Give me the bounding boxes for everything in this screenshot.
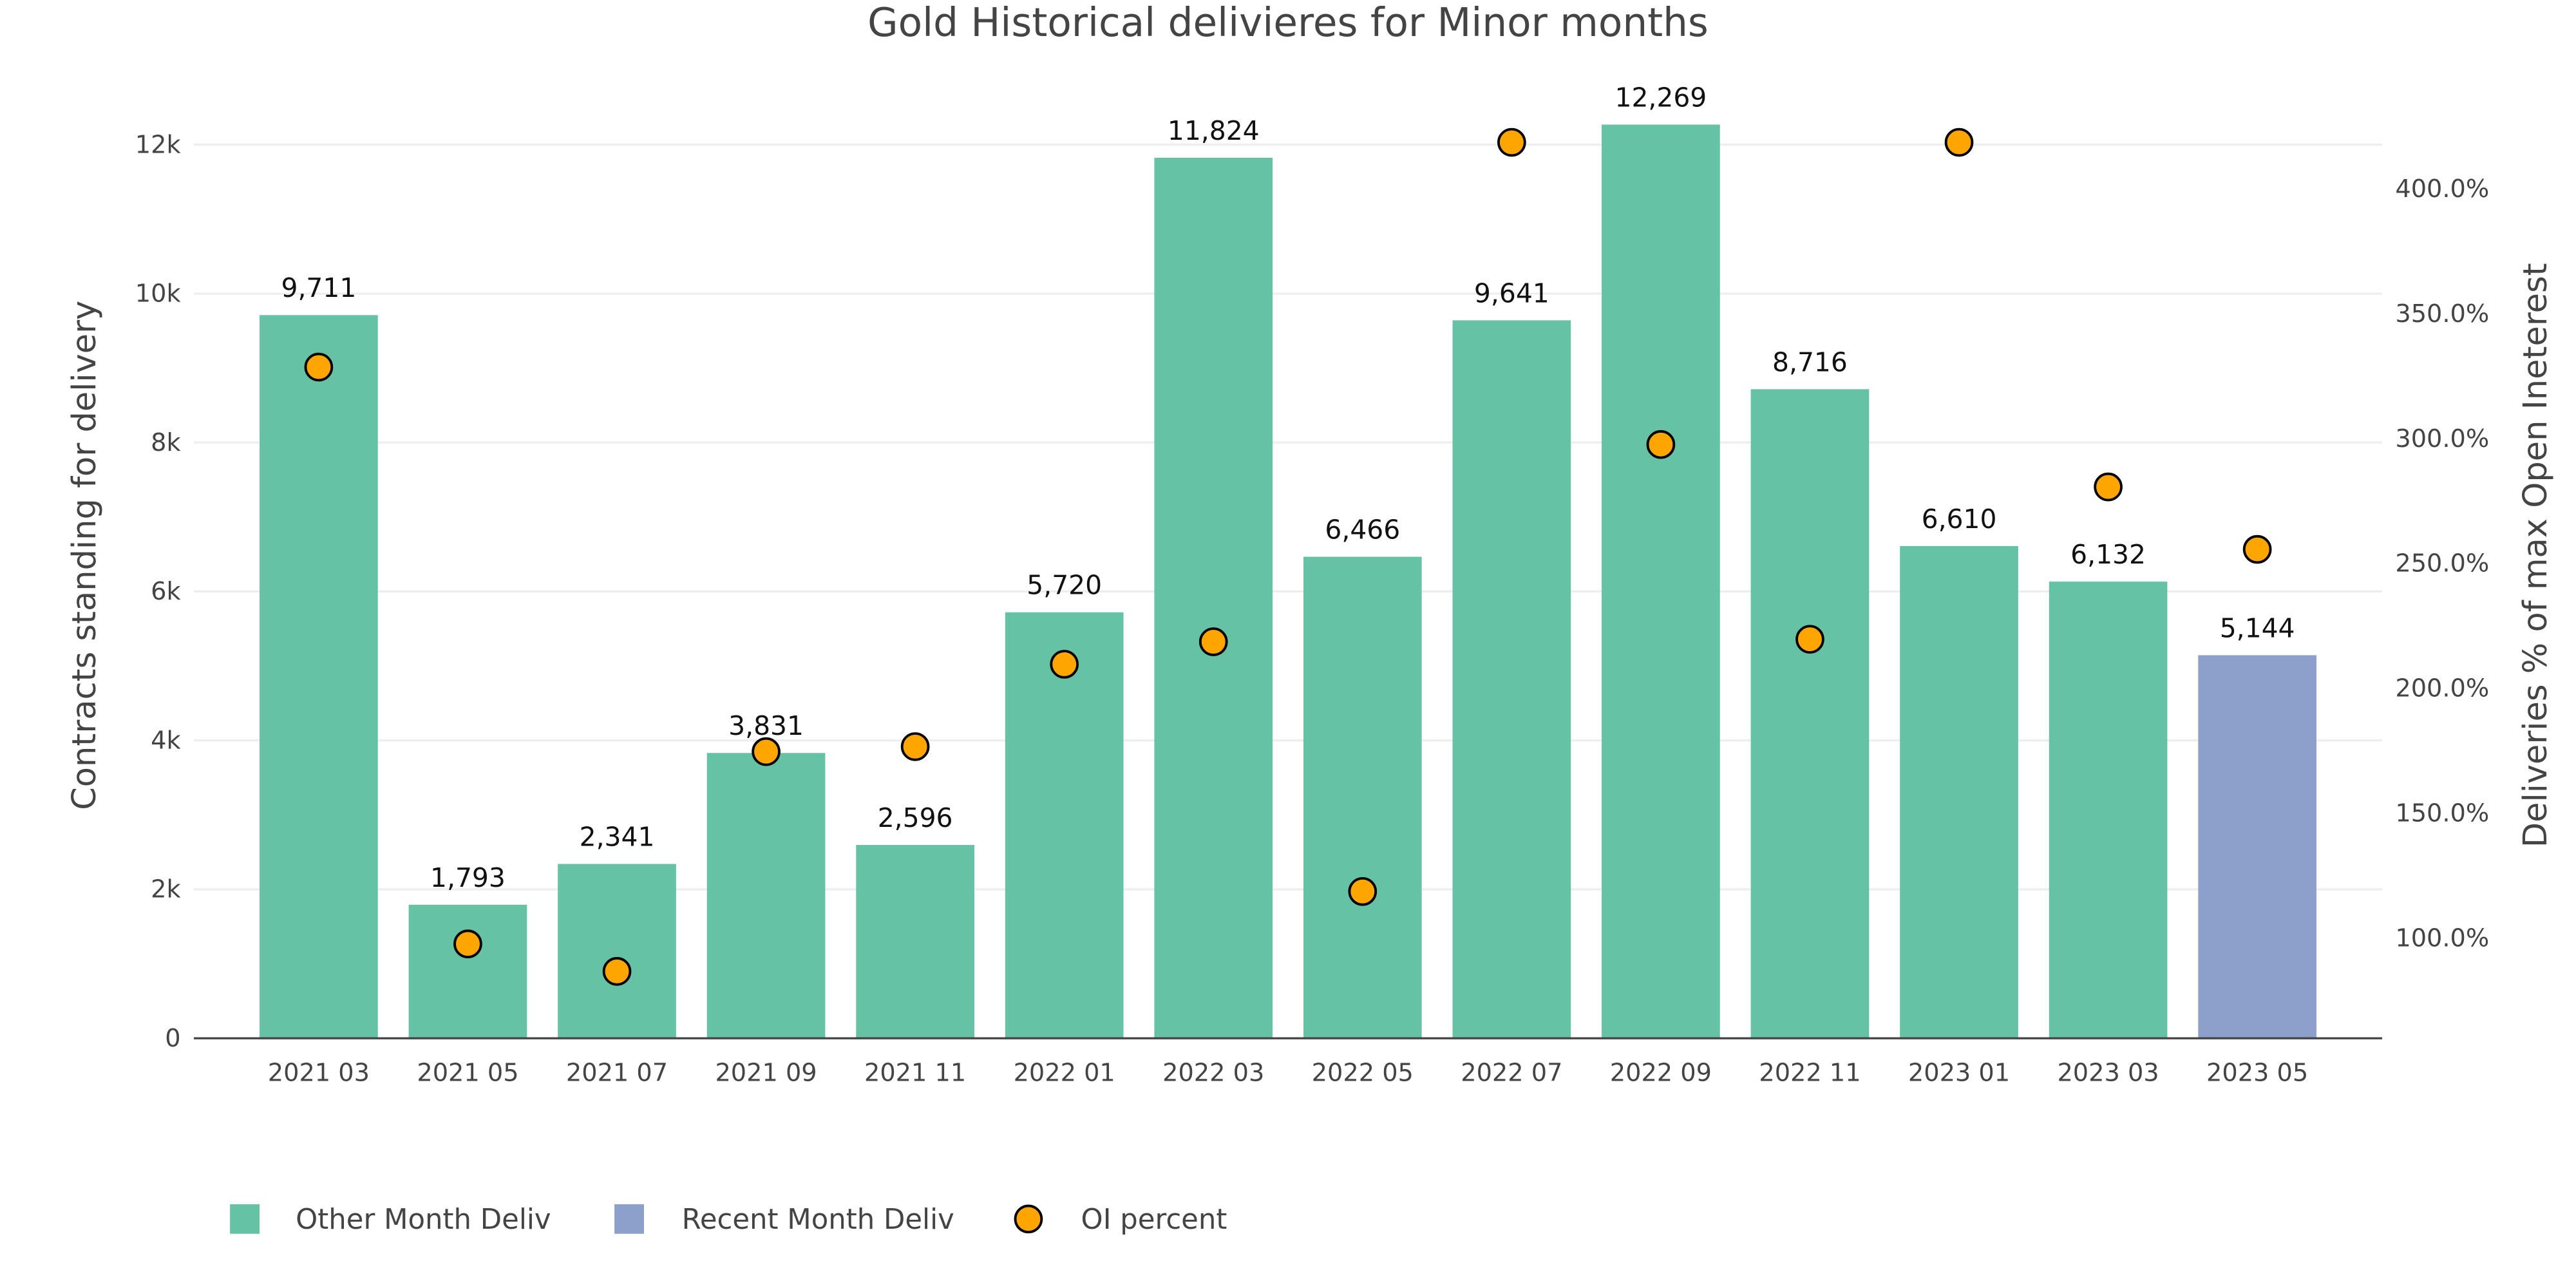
- bar-other-month-deliv[interactable]: [1602, 124, 1720, 1039]
- oi-percent-point[interactable]: [1944, 128, 1974, 157]
- y-tick-label: 4k: [151, 726, 181, 755]
- oi-percent-point[interactable]: [900, 732, 930, 761]
- bar-other-month-deliv[interactable]: [856, 845, 974, 1039]
- y-axis-ticks: 0 2k 4k 6k 8k 10k 12k: [135, 130, 182, 1053]
- chart-title: Gold Historical delivieres for Minor mon…: [867, 0, 1709, 46]
- bars: [260, 124, 2316, 1039]
- bar-value-label: 2,341: [580, 821, 655, 852]
- oi-percent-point[interactable]: [1348, 876, 1378, 906]
- bar-other-month-deliv[interactable]: [706, 753, 826, 1039]
- oi-percent-point[interactable]: [752, 737, 781, 766]
- legend-swatch-other: [230, 1204, 260, 1234]
- x-tick-label: 2022 09: [1610, 1059, 1712, 1088]
- x-axis-ticks: 2021 03 2021 05 2021 07 2021 09 2021 11 2022 …: [268, 1059, 2308, 1088]
- x-tick-label: 2021 03: [268, 1059, 370, 1088]
- x-tick-label: 2021 07: [566, 1059, 668, 1088]
- legend-label-oi: OI percent: [1081, 1204, 1227, 1236]
- oi-percent-point[interactable]: [1795, 625, 1824, 654]
- x-tick-label: 2021 09: [715, 1059, 817, 1088]
- oi-percent-point[interactable]: [602, 957, 632, 986]
- bar-value-label: 6,132: [2070, 539, 2146, 570]
- legend-label-other: Other Month Deliv: [296, 1204, 551, 1236]
- x-tick-label: 2022 03: [1162, 1059, 1264, 1088]
- bar-other-month-deliv[interactable]: [260, 315, 378, 1039]
- x-tick-label: 2023 03: [2057, 1059, 2159, 1088]
- bar-value-label: 9,641: [1474, 278, 1549, 308]
- y-tick-label: 12k: [135, 130, 182, 159]
- bar-other-month-deliv[interactable]: [1750, 389, 1870, 1039]
- y-tick-label: 8k: [151, 428, 181, 457]
- y2-axis-ticks: 100.0% 150.0% 200.0% 250.0% 300.0% 350.0% 400.…: [2395, 175, 2489, 952]
- y2-tick-label: 300.0%: [2395, 424, 2489, 453]
- y-tick-label: 10k: [135, 279, 182, 308]
- y-axis-title: Contracts standing for delivery: [66, 301, 104, 810]
- y2-axis-title: Deliveries % of max Open Ineterest: [2517, 263, 2555, 848]
- bar-value-label: 5,720: [1027, 570, 1102, 601]
- legend-label-recent: Recent Month Deliv: [682, 1204, 954, 1236]
- legend-item-recent[interactable]: Recent Month Deliv: [614, 1204, 954, 1236]
- bar-other-month-deliv[interactable]: [558, 864, 676, 1039]
- legend-swatch-recent: [614, 1204, 644, 1234]
- bar-other-month-deliv[interactable]: [1303, 556, 1422, 1039]
- oi-percent-point[interactable]: [304, 352, 334, 382]
- data-labels: 9,711 1,793 2,341 3,831 2,596 5,720 11,824 6,46…: [281, 82, 2295, 893]
- bar-other-month-deliv[interactable]: [1154, 157, 1273, 1039]
- bar-value-label: 3,831: [728, 710, 804, 741]
- oi-percent-point[interactable]: [2094, 472, 2123, 502]
- bar-value-label: 12,269: [1615, 82, 1707, 113]
- bar-value-label: 5,144: [2220, 612, 2295, 643]
- bar-value-label: 2,596: [878, 802, 953, 833]
- legend-swatch-oi: [1014, 1204, 1043, 1234]
- oi-percent-point[interactable]: [1050, 650, 1079, 679]
- bar-value-label: 8,716: [1772, 346, 1848, 377]
- bar-other-month-deliv[interactable]: [1005, 612, 1124, 1039]
- bar-value-label: 1,793: [430, 862, 506, 893]
- x-tick-label: 2023 05: [2206, 1059, 2308, 1088]
- bar-other-month-deliv[interactable]: [2049, 582, 2168, 1039]
- bar-other-month-deliv[interactable]: [408, 904, 527, 1039]
- oi-percent-point[interactable]: [2242, 535, 2272, 564]
- legend-item-other[interactable]: Other Month Deliv: [230, 1204, 551, 1236]
- x-tick-label: 2023 01: [1908, 1059, 2010, 1088]
- x-tick-label: 2022 01: [1014, 1059, 1115, 1088]
- bar-value-label: 6,466: [1325, 514, 1400, 545]
- x-tick-label: 2022 05: [1312, 1059, 1414, 1088]
- oi-percent-point[interactable]: [1497, 128, 1526, 157]
- y2-tick-label: 100.0%: [2395, 923, 2489, 952]
- bar-other-month-deliv[interactable]: [1452, 320, 1571, 1039]
- oi-percent-point[interactable]: [1198, 627, 1228, 656]
- bar-recent-month-deliv[interactable]: [2198, 655, 2316, 1039]
- bar-other-month-deliv[interactable]: [1900, 545, 2018, 1039]
- x-tick-label: 2021 05: [417, 1059, 518, 1088]
- y2-tick-label: 150.0%: [2395, 799, 2489, 828]
- x-tick-label: 2022 07: [1461, 1059, 1562, 1088]
- y-tick-label: 6k: [151, 577, 181, 606]
- y2-tick-label: 400.0%: [2395, 175, 2489, 204]
- oi-percent-point[interactable]: [453, 929, 482, 959]
- oi-percent-point[interactable]: [1646, 430, 1676, 459]
- x-tick-label: 2022 11: [1759, 1059, 1861, 1088]
- bar-value-label: 11,824: [1168, 115, 1260, 146]
- y-tick-label: 2k: [151, 875, 181, 904]
- bar-value-label: 9,711: [281, 272, 356, 303]
- y2-tick-label: 250.0%: [2395, 549, 2489, 578]
- x-tick-label: 2021 11: [864, 1059, 966, 1088]
- legend-item-oi[interactable]: OI percent: [1014, 1204, 1227, 1236]
- y2-tick-label: 200.0%: [2395, 674, 2489, 703]
- y2-tick-label: 350.0%: [2395, 299, 2489, 328]
- bar-value-label: 6,610: [1922, 504, 1997, 535]
- y-tick-label: 0: [165, 1024, 180, 1053]
- legend: Other Month Deliv Recent Month Deliv OI …: [230, 1204, 1227, 1236]
- oi-points: [304, 128, 2272, 986]
